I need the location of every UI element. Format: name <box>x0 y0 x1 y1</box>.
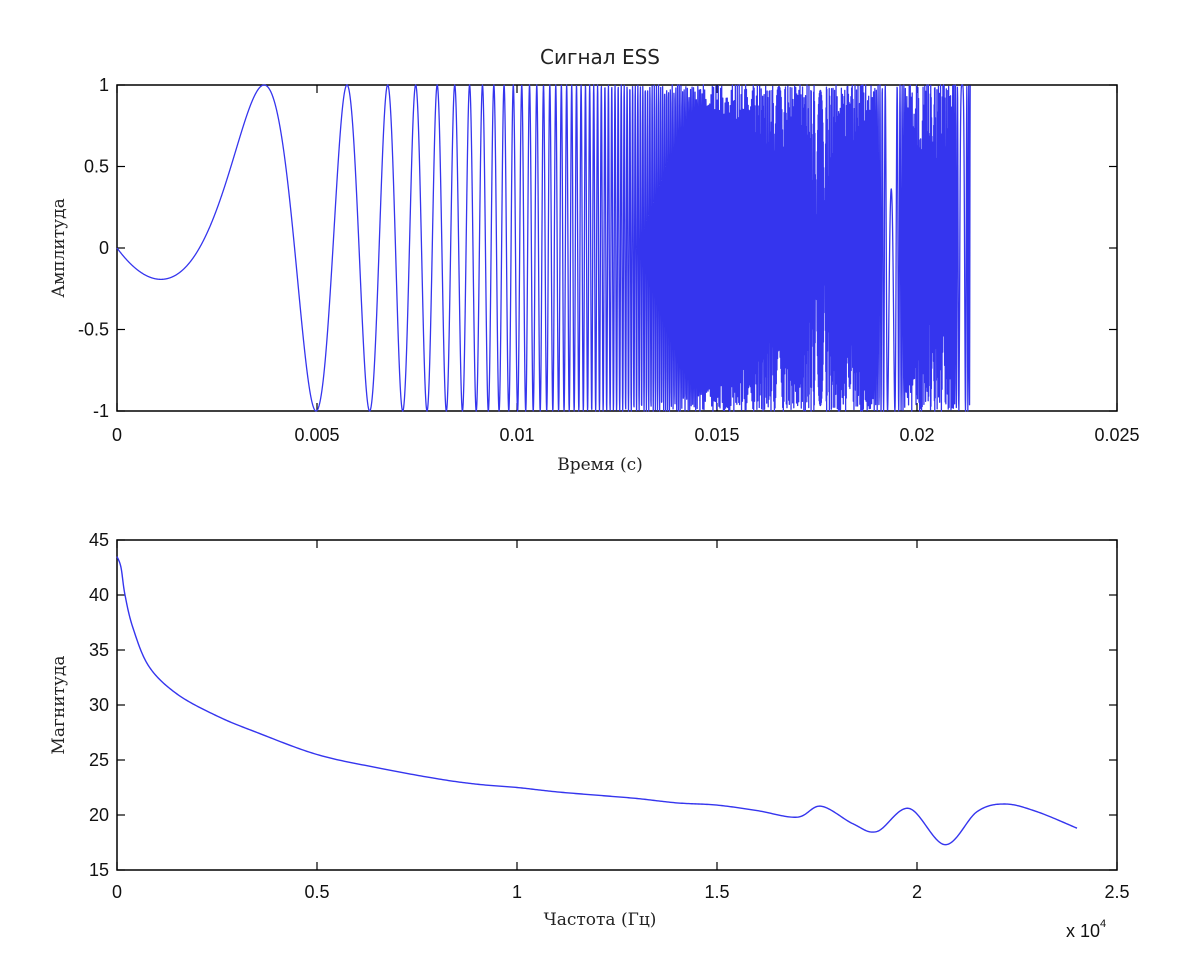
signal-chart-title: Сигнал ESS <box>540 45 660 69</box>
signal-chart: Сигнал ESS 0 0.005 0.01 0.015 0.02 0.02510.50… <box>49 45 1140 475</box>
signal-x-tick-label: 0.01 <box>499 425 534 445</box>
signal-x-tick-label: 0.015 <box>694 425 739 445</box>
spectrum-x-multiplier: x 104 <box>1066 918 1106 941</box>
spectrum-x-tick-label: 2 <box>912 882 922 902</box>
signal-series-line <box>116 84 971 412</box>
spectrum-x-tick-label: 0 <box>112 882 122 902</box>
signal-x-tick-label: 0.005 <box>294 425 339 445</box>
signal-y-tick-label: 0 <box>99 238 109 258</box>
spectrum-y-tick-label: 40 <box>89 585 109 605</box>
spectrum-series-line <box>116 556 1078 846</box>
spectrum-plot-frame <box>116 539 1118 871</box>
signal-y-axis-label: Амплитуда <box>49 198 69 298</box>
signal-y-tick-label: 1 <box>99 75 109 95</box>
spectrum-x-tick-label: 1.5 <box>704 882 729 902</box>
signal-x-axis-label: Время (с) <box>557 455 643 475</box>
spectrum-x-tick-label: 0.5 <box>304 882 329 902</box>
spectrum-y-tick-label: 30 <box>89 695 109 715</box>
signal-y-tick-label: -0.5 <box>78 320 109 340</box>
signal-x-tick-label: 0 <box>112 425 122 445</box>
spectrum-y-tick-label: 45 <box>89 530 109 550</box>
spectrum-y-tick-label: 35 <box>89 640 109 660</box>
spectrum-ticks: 0 0.5 1 1.5 2 2.5 45 40 35 30 25 20 15 <box>89 530 1130 902</box>
spectrum-y-tick-label: 15 <box>89 860 109 880</box>
spectrum-y-tick-label: 25 <box>89 750 109 770</box>
signal-x-tick-label: 0.025 <box>1094 425 1139 445</box>
signal-y-tick-label: 0.5 <box>84 157 109 177</box>
signal-ticks: 0 0.005 0.01 0.015 0.02 0.025 1 0.5 0 -0.5 -1 <box>78 75 1140 445</box>
spectrum-y-axis-label: Магнитуда <box>49 655 69 754</box>
spectrum-x-axis-label: Частота (Гц) <box>544 910 657 930</box>
spectrum-x-tick-label: 2.5 <box>1104 882 1129 902</box>
spectrum-y-tick-label: 20 <box>89 805 109 825</box>
spectrum-x-tick-label: 1 <box>512 882 522 902</box>
signal-x-tick-label: 0.02 <box>899 425 934 445</box>
signal-y-tick-label: -1 <box>93 401 109 421</box>
